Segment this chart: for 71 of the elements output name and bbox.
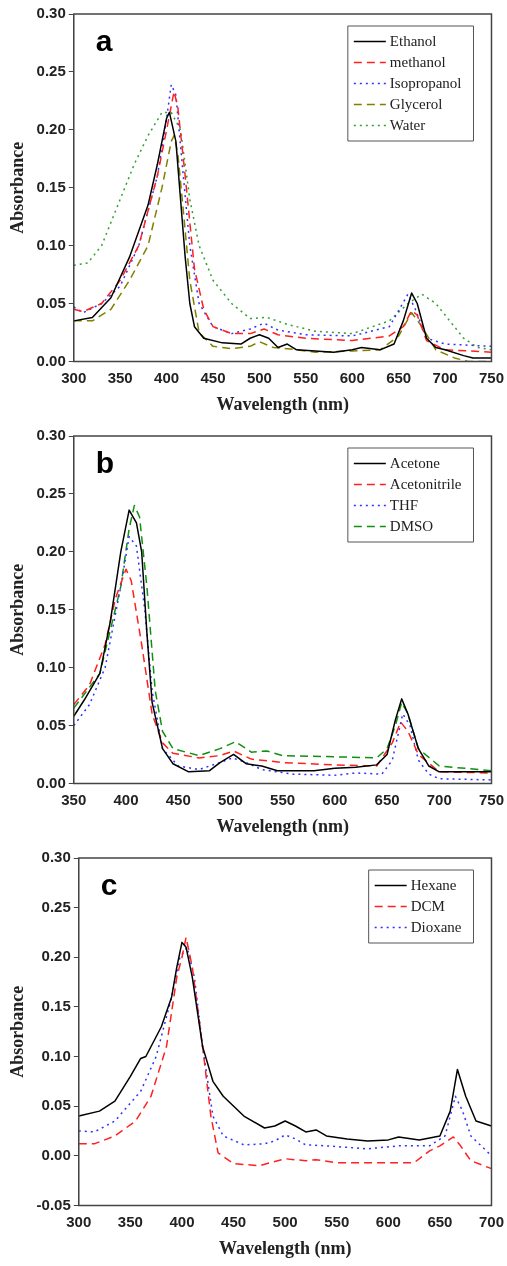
- legend-label: Glycerol: [389, 96, 443, 113]
- y-tick-label: 0.25: [36, 484, 66, 502]
- legend-label: methanol: [389, 54, 446, 71]
- y-tick-label: 0.30: [36, 426, 66, 444]
- legend-label: Acetonitrile: [389, 476, 462, 493]
- y-tick-label: 0.25: [41, 897, 71, 915]
- y-tick-label: 0.10: [41, 1046, 71, 1064]
- y-tick-label: -0.05: [36, 1195, 71, 1213]
- y-tick-label: 0.05: [36, 293, 66, 311]
- legend-label: Hexane: [410, 877, 457, 894]
- x-tick-label: 650: [427, 1212, 453, 1230]
- x-tick-label: 350: [61, 790, 87, 808]
- x-tick-label: 450: [221, 1212, 247, 1230]
- x-tick-label: 550: [270, 790, 296, 808]
- legend-label: THF: [389, 497, 419, 514]
- legend-label: Water: [389, 117, 426, 134]
- x-axis-title: Wavelength (nm): [218, 1237, 352, 1259]
- y-tick-label: 0.15: [41, 997, 71, 1015]
- x-tick-label: 600: [322, 790, 348, 808]
- x-tick-label: 300: [66, 1212, 92, 1230]
- y-tick-label: 0.00: [41, 1145, 71, 1163]
- y-axis-title: Absorbance: [7, 563, 28, 656]
- y-tick-label: 0.05: [36, 715, 66, 733]
- x-tick-label: 600: [375, 1212, 401, 1230]
- x-tick-label: 550: [293, 368, 319, 386]
- x-tick-label: 700: [478, 1212, 504, 1230]
- x-axis-title: Wavelength (nm): [216, 815, 349, 837]
- y-tick-label: 0.30: [36, 4, 66, 22]
- x-tick-label: 300: [61, 368, 87, 386]
- x-tick-label: 500: [246, 368, 272, 386]
- y-tick-label: 0.10: [36, 657, 66, 675]
- annotation: a: [95, 24, 113, 58]
- x-tick-label: 400: [113, 790, 139, 808]
- y-tick-label: 0.00: [36, 773, 66, 791]
- x-tick-label: 750: [478, 368, 504, 386]
- legend-label: DCM: [410, 898, 445, 915]
- x-tick-label: 750: [478, 790, 504, 808]
- y-tick-label: 0.20: [36, 119, 66, 137]
- legend-label: Ethanol: [389, 33, 437, 50]
- y-axis-title: Absorbance: [7, 985, 28, 1078]
- y-tick-label: 0.15: [36, 177, 66, 195]
- x-tick-label: 500: [217, 790, 243, 808]
- y-tick-label: 0.05: [41, 1096, 71, 1114]
- x-tick-label: 550: [324, 1212, 350, 1230]
- x-tick-label: 400: [169, 1212, 195, 1230]
- x-tick-label: 600: [339, 368, 365, 386]
- legend-label: Acetone: [389, 455, 441, 472]
- x-tick-label: 450: [200, 368, 226, 386]
- x-tick-label: 400: [154, 368, 180, 386]
- legend-label: Isopropanol: [389, 75, 462, 92]
- legend-label: DMSO: [389, 518, 434, 535]
- x-axis-title: Wavelength (nm): [216, 393, 349, 415]
- y-tick-label: 0.10: [36, 235, 66, 253]
- x-tick-label: 650: [374, 790, 400, 808]
- annotation: b: [95, 446, 115, 480]
- y-tick-label: 0.30: [41, 848, 71, 866]
- x-tick-label: 350: [107, 368, 133, 386]
- x-tick-label: 450: [165, 790, 191, 808]
- x-tick-label: 350: [117, 1212, 143, 1230]
- x-tick-label: 700: [432, 368, 458, 386]
- y-tick-label: 0.20: [36, 541, 66, 559]
- y-tick-label: 0.00: [36, 351, 66, 369]
- x-tick-label: 650: [386, 368, 412, 386]
- y-tick-label: 0.15: [36, 599, 66, 617]
- annotation: c: [100, 868, 118, 902]
- y-tick-label: 0.25: [36, 62, 66, 80]
- y-tick-label: 0.20: [41, 947, 71, 965]
- legend-label: Dioxane: [410, 919, 462, 936]
- y-axis-title: Absorbance: [7, 141, 28, 234]
- x-tick-label: 500: [272, 1212, 298, 1230]
- x-tick-label: 700: [426, 790, 452, 808]
